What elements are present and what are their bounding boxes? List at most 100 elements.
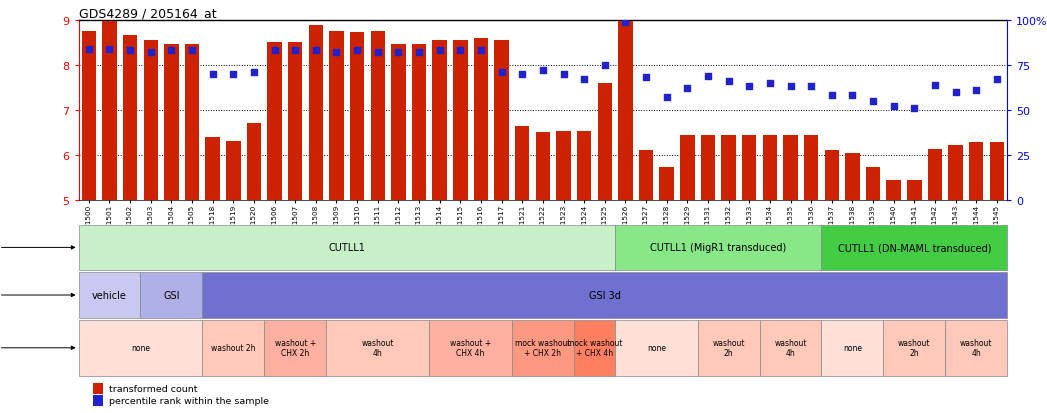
Bar <box>742 136 757 200</box>
Bar <box>681 135 694 200</box>
Text: washout
4h: washout 4h <box>960 338 993 358</box>
Point <box>514 71 531 78</box>
Bar <box>205 138 220 200</box>
Bar <box>82 32 96 200</box>
Bar <box>512 320 574 376</box>
Bar <box>515 126 530 200</box>
Point <box>844 93 861 100</box>
Point <box>225 71 242 78</box>
Bar <box>327 320 429 376</box>
Bar <box>140 273 202 318</box>
Point <box>370 50 386 56</box>
Point <box>81 46 97 53</box>
Point <box>699 73 716 80</box>
Text: washout
2h: washout 2h <box>712 338 744 358</box>
Bar <box>202 320 264 376</box>
Bar <box>93 395 104 406</box>
Point <box>720 78 737 85</box>
Point <box>121 48 138 55</box>
Point <box>410 50 427 56</box>
Text: washout
4h: washout 4h <box>775 338 807 358</box>
Bar <box>288 43 303 200</box>
Text: CUTLL1: CUTLL1 <box>329 243 365 253</box>
Point <box>266 48 283 55</box>
Bar <box>309 26 324 200</box>
Text: GSI: GSI <box>163 290 180 300</box>
Text: protocol: protocol <box>0 344 74 352</box>
Bar <box>721 136 736 200</box>
Bar <box>845 153 860 200</box>
Bar <box>79 273 140 318</box>
Bar <box>697 320 759 376</box>
Bar <box>866 168 881 200</box>
Text: percentile rank within the sample: percentile rank within the sample <box>110 396 269 405</box>
Point <box>163 48 180 55</box>
Point <box>493 69 510 76</box>
Bar <box>907 181 921 200</box>
Bar <box>429 320 512 376</box>
Bar <box>660 168 674 200</box>
Bar <box>164 45 179 200</box>
Bar <box>432 41 447 200</box>
Bar <box>494 41 509 200</box>
Bar <box>143 41 158 200</box>
Bar <box>574 320 615 376</box>
Point <box>761 80 778 87</box>
Bar <box>556 132 571 200</box>
Point <box>246 69 263 76</box>
Text: none: none <box>647 344 666 352</box>
Bar <box>392 45 405 200</box>
Bar <box>79 225 615 271</box>
Text: GSI 3d: GSI 3d <box>588 290 621 300</box>
Bar <box>371 32 385 200</box>
Point <box>741 84 758 90</box>
Bar <box>122 36 137 200</box>
Bar <box>928 150 942 200</box>
Point <box>391 50 407 56</box>
Text: CUTLL1 (MigR1 transduced): CUTLL1 (MigR1 transduced) <box>650 243 786 253</box>
Point <box>597 62 614 69</box>
Point <box>142 50 159 56</box>
Point <box>349 48 365 55</box>
Text: transformed count: transformed count <box>110 384 198 393</box>
Text: mock washout
+ CHX 4h: mock washout + CHX 4h <box>566 338 622 358</box>
Point <box>576 77 593 83</box>
Bar <box>453 41 468 200</box>
Bar <box>615 320 697 376</box>
Text: washout
4h: washout 4h <box>361 338 394 358</box>
Point <box>659 95 675 101</box>
Bar <box>825 151 839 200</box>
Bar <box>536 133 550 200</box>
Point <box>927 82 943 89</box>
Text: washout
2h: washout 2h <box>898 338 931 358</box>
Bar <box>247 124 261 200</box>
Point <box>967 88 984 94</box>
Point <box>948 89 964 96</box>
Bar <box>329 32 343 200</box>
Bar <box>945 320 1007 376</box>
Bar <box>970 143 983 200</box>
Point <box>183 48 200 55</box>
Point <box>287 48 304 55</box>
Point <box>328 50 344 56</box>
Bar <box>949 145 963 200</box>
Bar <box>93 382 104 394</box>
Bar <box>577 132 592 200</box>
Text: none: none <box>131 344 150 352</box>
Bar <box>639 151 653 200</box>
Point <box>988 77 1005 83</box>
Text: CUTLL1 (DN-MAML transduced): CUTLL1 (DN-MAML transduced) <box>838 243 992 253</box>
Point <box>678 85 695 92</box>
Bar <box>264 320 327 376</box>
Bar <box>887 180 900 200</box>
Bar <box>79 320 202 376</box>
Point <box>308 48 325 55</box>
Point <box>823 93 840 100</box>
Point <box>906 105 922 112</box>
Bar <box>103 21 116 200</box>
Point <box>102 46 118 53</box>
Bar <box>598 83 612 200</box>
Bar <box>618 21 632 200</box>
Point <box>782 84 799 90</box>
Point <box>617 19 633 26</box>
